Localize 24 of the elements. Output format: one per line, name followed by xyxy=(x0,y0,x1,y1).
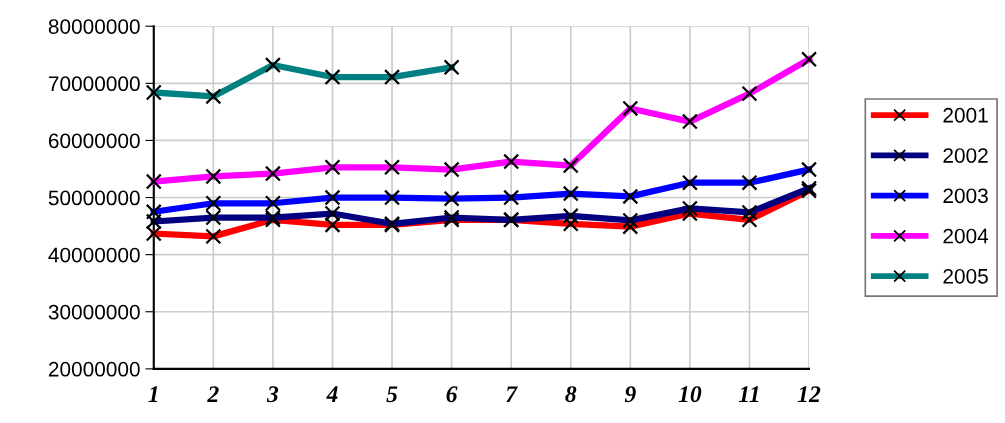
x-tick-label: 9 xyxy=(624,386,636,403)
y-tick-label: 80000000 xyxy=(48,19,140,34)
legend-label: 2001 xyxy=(943,107,988,123)
x-tick-label: 6 xyxy=(446,386,458,403)
x-tick-label: 4 xyxy=(326,386,338,402)
y-tick-label: 30000000 xyxy=(48,304,140,320)
x-tick-label: 7 xyxy=(506,386,518,402)
legend-label: 2005 xyxy=(943,268,988,284)
y-tick-label: 60000000 xyxy=(48,133,140,149)
legend-label: 2002 xyxy=(943,148,988,163)
x-tick-label: 5 xyxy=(386,386,398,403)
y-tick-label: 70000000 xyxy=(48,76,140,92)
y-tick-label: 20000000 xyxy=(48,361,140,377)
x-tick-label: 11 xyxy=(738,386,759,402)
y-tick-label: 50000000 xyxy=(48,190,140,206)
x-tick-label: 3 xyxy=(266,386,279,403)
x-tick-label: 1 xyxy=(148,386,158,402)
x-tick-label: 10 xyxy=(678,386,702,403)
x-tick-label: 2 xyxy=(207,386,219,402)
x-tick-label: 12 xyxy=(797,386,821,402)
y-tick-label: 40000000 xyxy=(48,247,140,263)
legend-label: 2004 xyxy=(943,228,989,244)
legend-label: 2003 xyxy=(943,188,988,204)
x-tick-label: 8 xyxy=(565,386,577,403)
